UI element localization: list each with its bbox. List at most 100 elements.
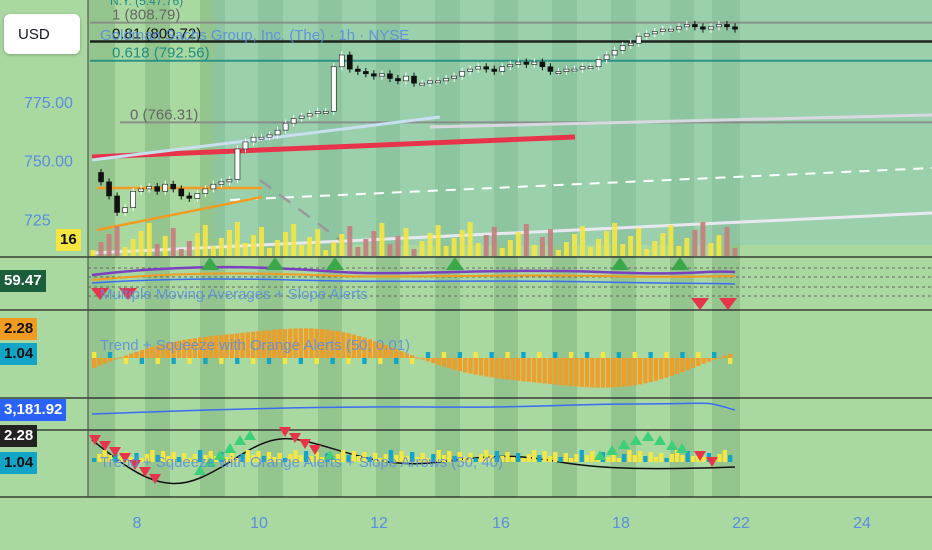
candle-body [130, 190, 136, 209]
arrow-hist-bar [182, 453, 187, 462]
currency-button[interactable]: USD [4, 14, 80, 54]
candle-body [202, 188, 209, 194]
arrow-hist-bar [675, 450, 680, 462]
candle-body [700, 26, 706, 30]
squeeze-dot [282, 358, 288, 364]
squeeze-dot [616, 352, 621, 358]
squeeze-bar [314, 328, 319, 358]
candle-body [170, 183, 177, 190]
arrow-hist-bar [166, 456, 171, 462]
candle-body [531, 61, 538, 65]
squeeze-dot [187, 358, 192, 364]
arrow-hist-bar [463, 457, 468, 462]
arrow-hist-bar [494, 451, 500, 462]
squeeze-dot [425, 352, 431, 358]
squeeze-dot [107, 352, 113, 358]
value-badge: 3,181.92 [0, 399, 67, 421]
squeeze-bar [139, 350, 144, 358]
arrow-hist-bar [728, 455, 733, 462]
session-band [318, 0, 342, 497]
down-arrow [149, 474, 161, 484]
squeeze-bar [622, 358, 627, 387]
squeeze-bar [484, 358, 489, 377]
arrow-hist-bar [198, 450, 203, 462]
squeeze-bar [319, 329, 325, 358]
candle-body [619, 45, 626, 51]
volume-bar [443, 246, 449, 256]
candle-body [98, 172, 104, 183]
squeeze-bar [272, 329, 277, 358]
candle-body [138, 188, 144, 192]
volume-bar [467, 222, 473, 256]
arrow-hist-bar [584, 455, 590, 462]
volume-bar [315, 229, 321, 256]
arrow-hist-bar [272, 457, 277, 462]
arrow-hist-bar [526, 454, 531, 462]
candle-body [419, 82, 425, 86]
candle-body [515, 61, 522, 65]
arrow-hist-bar [516, 453, 521, 462]
arrow-hist-bar [637, 451, 643, 462]
squeeze-bar [579, 358, 584, 387]
candle-body [154, 186, 160, 192]
arrow-hist-bar [606, 457, 611, 462]
value-badge: 1.04 [0, 343, 38, 365]
squeeze-dot [203, 358, 208, 364]
down-arrow [109, 447, 121, 457]
volume-bar [307, 237, 313, 256]
arrow-hist-bar [235, 458, 240, 462]
squeeze-bar [569, 358, 574, 387]
squeeze-bar [478, 358, 484, 376]
arrow-hist-bar [659, 453, 664, 462]
arrow-hist-bar [505, 452, 510, 462]
up-arrow [618, 439, 630, 449]
indicator-label-arrows: Trend + Squeeze with Orange Alerts + Slo… [100, 454, 503, 471]
squeeze-bar [468, 358, 473, 374]
candle-body [330, 66, 337, 112]
arrow-hist-bar [388, 450, 394, 462]
volume-bar [339, 234, 345, 256]
candle-body [314, 111, 321, 115]
projection-dashed [259, 179, 341, 241]
squeeze-bar [97, 358, 102, 366]
squeeze-bar [362, 337, 367, 358]
volume-bar [644, 249, 650, 256]
arrow-hist-bar [240, 454, 245, 462]
squeeze-bar [118, 357, 123, 359]
arrow-hist-bar [447, 451, 452, 462]
squeeze-bar [436, 358, 441, 366]
squeeze-dot [362, 358, 367, 364]
squeeze-bar [266, 330, 272, 358]
candle-body [298, 115, 305, 119]
fib-label: 0.81 (800.72) [112, 26, 201, 43]
volume-bar [572, 234, 577, 256]
trendline-lower [91, 211, 932, 255]
down-arrow [99, 441, 111, 451]
squeeze-bar [537, 358, 542, 383]
arrow-hist-bar [150, 450, 155, 462]
squeeze-bar [123, 355, 129, 358]
arrow-hist-bar [473, 458, 478, 462]
volume-bar [170, 228, 176, 256]
volume-bar [708, 243, 714, 256]
volume-bar [371, 231, 377, 256]
arrow-hist-bar [251, 455, 256, 462]
arrow-hist-bar [155, 455, 160, 462]
volume-bar [387, 244, 393, 256]
up-arrow [676, 443, 688, 453]
squeeze-bar [542, 358, 547, 384]
arrow-hist-bar [510, 457, 515, 462]
candle-body [355, 68, 361, 72]
squeeze-bar [383, 345, 388, 358]
squeeze-bar [325, 329, 330, 358]
candle-body [611, 49, 618, 56]
volume-bar [226, 230, 232, 256]
squeeze-bar [611, 358, 616, 388]
candle-body [411, 75, 417, 84]
up-arrow [194, 465, 206, 475]
candle-body [363, 71, 369, 75]
candle-body [539, 61, 546, 68]
squeeze-bar [420, 358, 425, 360]
squeeze-bar [155, 345, 160, 358]
